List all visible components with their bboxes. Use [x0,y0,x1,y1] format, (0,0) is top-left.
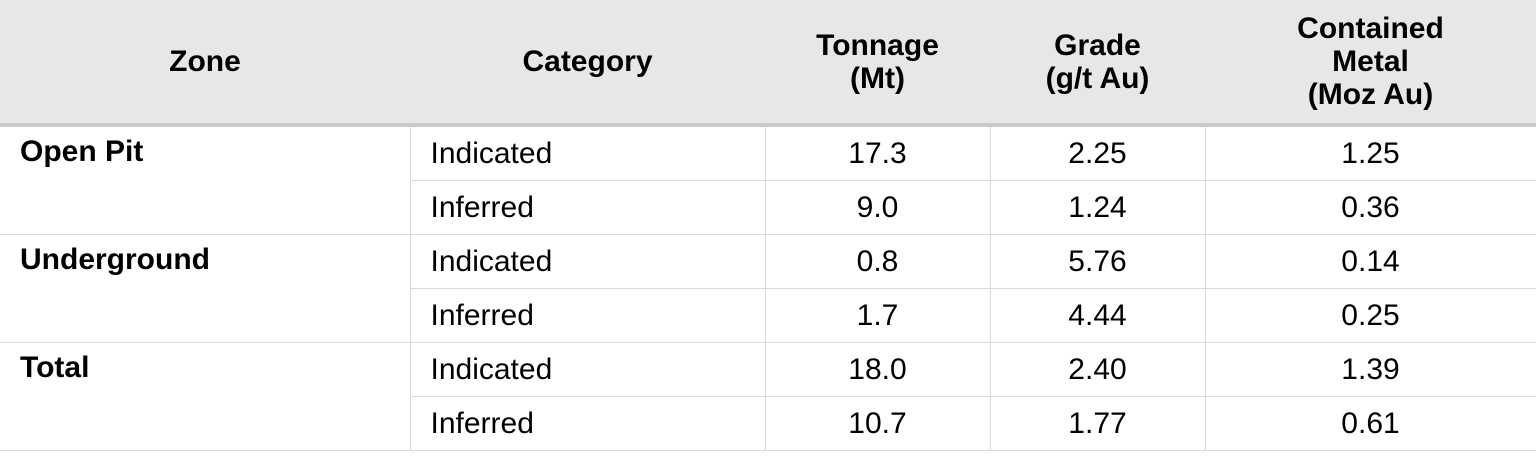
zone-cell: Open Pit [0,124,411,235]
category-cell: Inferred [409,180,766,235]
header-line: Metal [1332,45,1409,78]
table-header: Zone Category Tonnage (Mt) Grade (g/t Au) Cont… [0,0,1536,127]
data-row: Inferred 1.7 4.44 0.25 [0,288,1536,343]
header-line: Grade [1054,28,1141,62]
header-line: (g/t Au) [1045,61,1150,95]
data-row: Underground Indicated 0.8 5.76 0.14 [0,234,1536,343]
category-cell: Inferred [409,288,766,343]
value-cell: 5.76 [989,234,1206,289]
header-line: (Mt) [850,61,905,95]
data-row: Inferred 10.7 1.77 0.61 [0,396,1536,451]
value-cell: 1.24 [989,180,1206,235]
value-cell: 1.39 [1204,342,1536,397]
value-cell: 17.3 [764,124,991,181]
category-cell: Indicated [409,342,766,397]
column-header: Tonnage (Mt) [765,0,990,127]
category-cell: Indicated [409,124,766,181]
header-line: Contained [1297,12,1444,45]
value-cell: 0.14 [1204,234,1536,289]
value-cell: 0.61 [1204,396,1536,451]
value-cell: 10.7 [764,396,991,451]
column-header: Contained Metal (Moz Au) [1205,0,1536,127]
category-cell: Inferred [409,396,766,451]
column-header: Grade (g/t Au) [990,0,1205,127]
value-cell: 2.25 [989,124,1206,181]
data-row: Open Pit Indicated 17.3 2.25 1.25 [0,124,1536,235]
header-line: Zone [169,45,241,78]
value-cell: 0.8 [764,234,991,289]
value-cell: 18.0 [764,342,991,397]
category-cell: Indicated [409,234,766,289]
header-line: Tonnage [816,28,939,62]
header-line: (Moz Au) [1307,78,1434,111]
zone-cell: Total [0,342,411,451]
value-cell: 1.77 [989,396,1206,451]
header-line: Category [522,45,653,78]
value-cell: 1.7 [764,288,991,343]
column-header: Category [410,0,765,127]
value-cell: 2.40 [989,342,1206,397]
value-cell: 4.44 [989,288,1206,343]
data-row: Total Indicated 18.0 2.40 1.39 [0,342,1536,451]
header-row: Zone Category Tonnage (Mt) Grade (g/t Au) Cont… [0,0,1536,127]
column-header: Zone [0,0,410,127]
value-cell: 0.25 [1204,288,1536,343]
zone-cell: Underground [0,234,411,343]
value-cell: 1.25 [1204,124,1536,181]
table-body: Open Pit Indicated 17.3 2.25 1.25 Inferred 9.0… [0,124,1536,451]
value-cell: 0.36 [1204,180,1536,235]
value-cell: 9.0 [764,180,991,235]
